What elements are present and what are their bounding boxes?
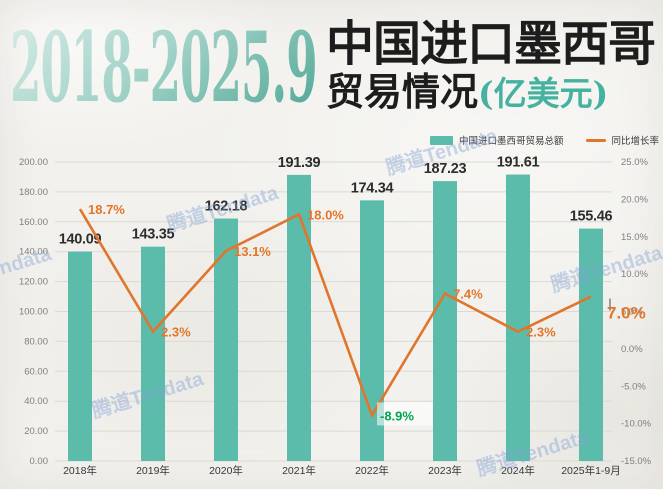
y-axis-tick-right: -5.0% <box>621 381 646 392</box>
growth-line <box>78 208 592 419</box>
growth-label: 2.3% <box>161 325 191 340</box>
bar-value-label: 162.18 <box>205 199 248 215</box>
growth-label: -8.9% <box>380 408 414 423</box>
growth-label: 13.1% <box>234 244 271 259</box>
y-axis-tick-right: 15.0% <box>621 232 648 243</box>
x-axis-label: 2023年 <box>428 464 462 477</box>
bar-value-label: 191.39 <box>278 155 321 171</box>
bar <box>506 174 530 462</box>
y-axis-tick-left: 120.00 <box>19 277 48 288</box>
bar-value-label: 143.35 <box>132 227 175 243</box>
y-axis-tick-left: 60.00 <box>24 366 48 377</box>
growth-label: 18.7% <box>88 202 125 217</box>
title-period: 2018-2025.9 <box>10 11 318 124</box>
x-axis-label: 2024年 <box>501 464 535 477</box>
y-axis-tick-right: 0.0% <box>621 344 643 355</box>
legend-item-growth: 同比增长率 <box>585 133 660 147</box>
y-axis-tick-right: -10.0% <box>621 419 652 430</box>
y-axis-tick-left: 20.00 <box>24 426 48 437</box>
page-title-line2: 贸易情况(亿美元) <box>326 72 655 113</box>
y-axis-tick-left: 180.00 <box>19 187 48 198</box>
x-axis-label: 2020年 <box>209 464 243 477</box>
bar-value-label: 187.23 <box>424 161 467 177</box>
bar <box>579 228 603 461</box>
x-axis-label: 2025年1-9月 <box>561 464 621 477</box>
x-axis-label: 2019年 <box>136 464 170 477</box>
y-axis-tick-right: -15.0% <box>621 456 652 467</box>
x-axis-label: 2022年 <box>355 464 389 477</box>
bar <box>141 246 165 461</box>
y-axis-tick-left: 80.00 <box>24 336 48 347</box>
legend-bar-swatch <box>430 135 453 145</box>
x-axis-label: 2021年 <box>282 464 316 477</box>
page-title-line1: 中国进口墨西哥 <box>326 16 656 72</box>
title-block: 中国进口墨西哥 贸易情况(亿美元) <box>326 16 656 113</box>
bar <box>287 174 311 461</box>
legend-item-total: 中国进口墨西哥贸易总额 <box>430 133 564 147</box>
y-axis-tick-left: 200.00 <box>19 157 48 168</box>
bar <box>68 251 92 461</box>
growth-label: 2.3% <box>526 325 556 340</box>
page-title-line2-text: 贸易情况 <box>326 68 479 114</box>
legend-bar-label: 中国进口墨西哥贸易总额 <box>459 136 564 147</box>
x-axis-label: 2018年 <box>63 464 97 477</box>
bar-value-label: 174.34 <box>351 180 394 196</box>
y-axis-tick-right: 5.0% <box>621 307 643 318</box>
y-axis-tick-left: 100.00 <box>19 307 48 318</box>
y-axis-tick-left: 140.00 <box>19 247 48 258</box>
legend-line-label: 同比增长率 <box>611 136 660 147</box>
growth-label: 7.4% <box>453 287 483 302</box>
growth-label-bg <box>377 402 433 426</box>
bar-value-label: 155.46 <box>570 209 613 225</box>
y-axis-tick-right: 25.0% <box>621 157 648 168</box>
y-axis-tick-right: 10.0% <box>621 269 648 280</box>
y-axis-tick-right: 20.0% <box>621 194 648 205</box>
y-axis-tick-left: 0.00 <box>30 456 49 467</box>
growth-label: 7.0% <box>607 304 646 323</box>
bar <box>433 181 457 461</box>
y-axis-tick-left: 40.00 <box>24 396 48 407</box>
bar-value-label: 191.61 <box>497 155 540 171</box>
y-axis-tick-left: 160.00 <box>19 217 48 228</box>
growth-label: 18.0% <box>307 207 344 222</box>
legend-line-swatch <box>585 138 606 142</box>
page-title-unit: (亿美元) <box>478 73 609 113</box>
legend: 中国进口墨西哥贸易总额 同比增长率 <box>430 133 659 147</box>
bar-value-label: 140.09 <box>59 232 102 248</box>
